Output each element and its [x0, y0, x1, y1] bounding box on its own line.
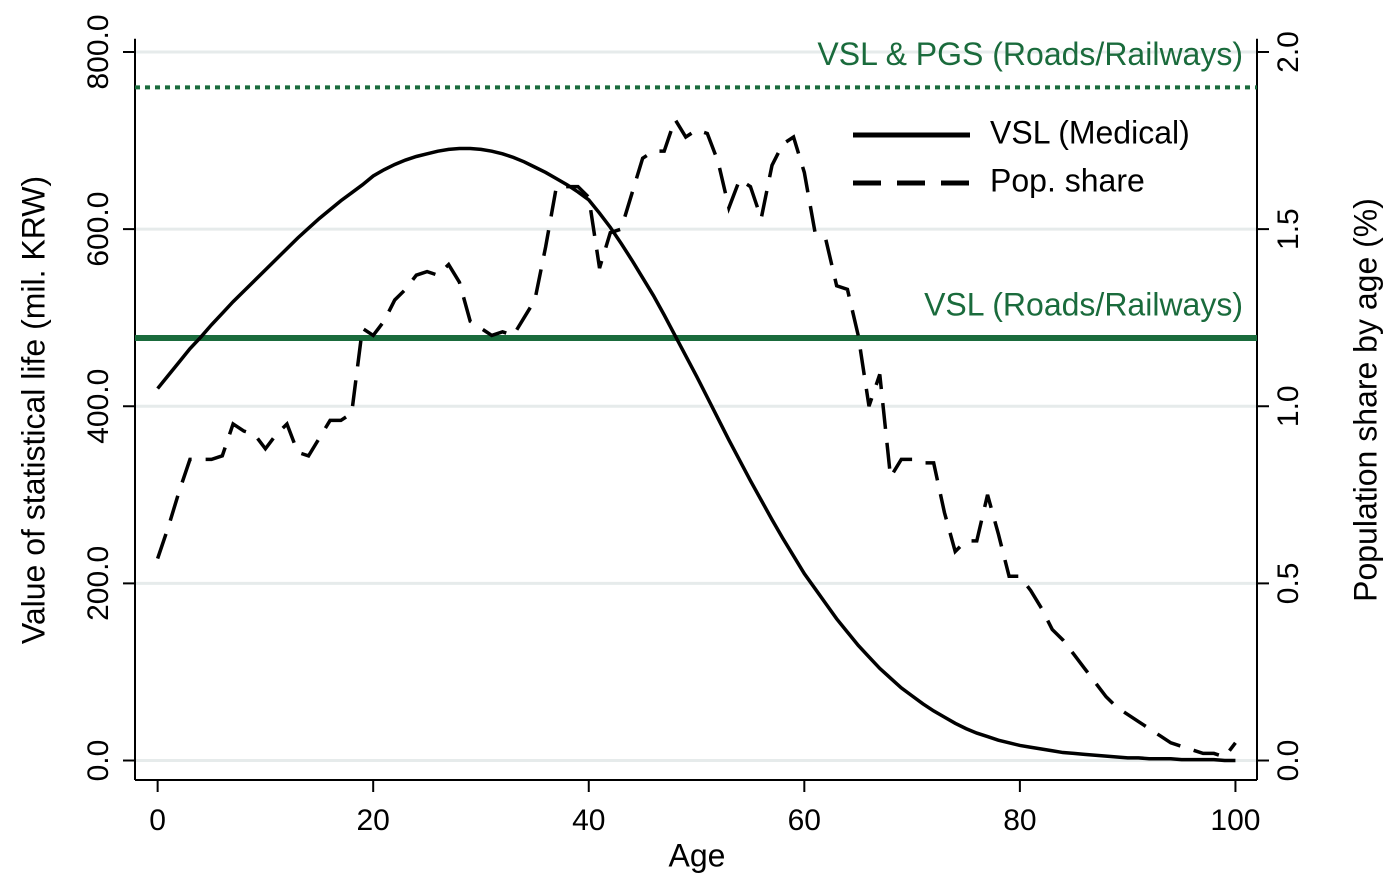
data-line	[155, 115, 1237, 760]
data-line	[156, 146, 1236, 763]
x-tick-label: 20	[357, 804, 390, 837]
x-tick-label: 80	[1003, 804, 1036, 837]
legend-label: Pop. share	[990, 162, 1145, 198]
y-tick-label: 800.0	[82, 14, 115, 89]
y-axis-title: Value of statistical life (mil. KRW)	[15, 176, 51, 644]
y-tick-label: 600.0	[82, 192, 115, 267]
y2-tick-label: 1.5	[1272, 208, 1305, 250]
reference-label: VSL & PGS (Roads/Railways)	[817, 36, 1243, 72]
y-tick-label: 400.0	[82, 369, 115, 444]
x-axis-title: Age	[669, 837, 726, 873]
x-tick-label: 40	[572, 804, 605, 837]
x-tick-label: 60	[788, 804, 821, 837]
legend-label: VSL (Medical)	[990, 114, 1190, 150]
y2-tick-label: 0.5	[1272, 563, 1305, 605]
y2-tick-label: 0.0	[1272, 740, 1305, 782]
y-tick-label: 0.0	[82, 740, 115, 782]
x-tick-label: 0	[149, 804, 166, 837]
y2-tick-label: 2.0	[1272, 31, 1305, 73]
y-tick-label: 200.0	[82, 546, 115, 621]
y2-tick-label: 1.0	[1272, 385, 1305, 427]
x-tick-label: 100	[1210, 804, 1260, 837]
reference-label: VSL (Roads/Railways)	[924, 287, 1243, 323]
y2-axis-title: Population share by age (%)	[1347, 198, 1383, 602]
